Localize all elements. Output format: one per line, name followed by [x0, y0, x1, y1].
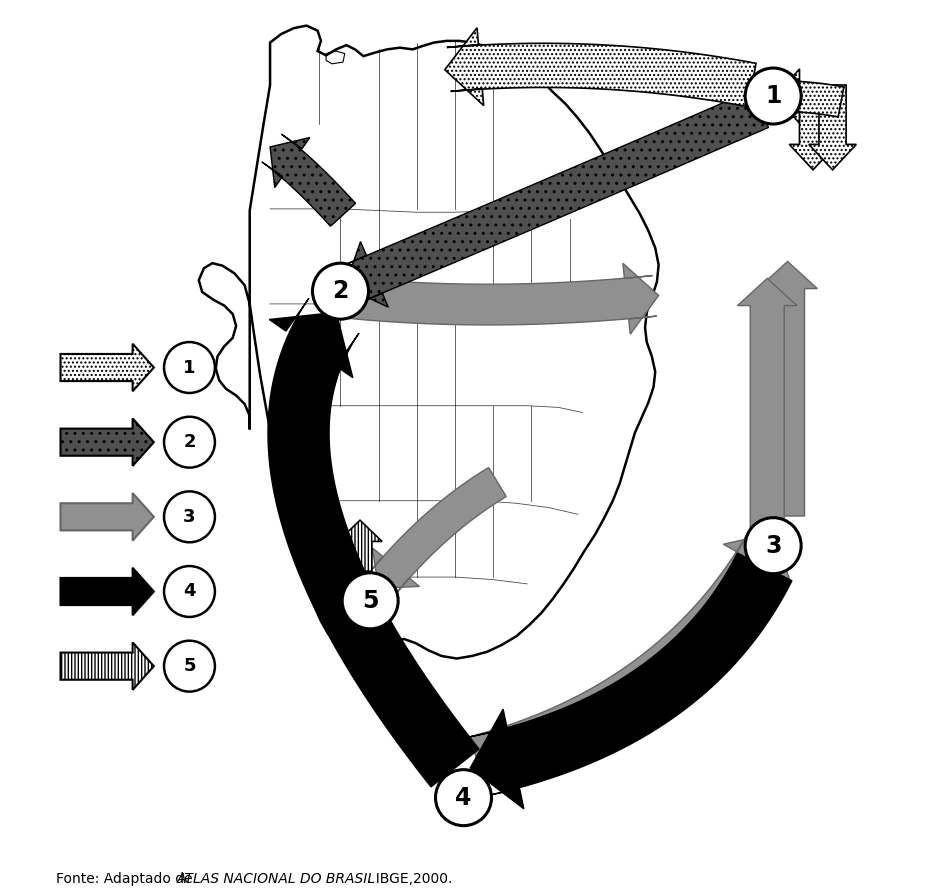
Circle shape	[164, 491, 215, 542]
Text: 4: 4	[184, 582, 196, 601]
Text: 1: 1	[184, 359, 196, 376]
Text: 4: 4	[455, 786, 472, 810]
Polygon shape	[262, 134, 356, 226]
Polygon shape	[347, 263, 658, 334]
Text: ATLAS NACIONAL DO BRASIL: ATLAS NACIONAL DO BRASIL	[177, 872, 375, 886]
Polygon shape	[776, 69, 844, 123]
Polygon shape	[342, 90, 768, 307]
Polygon shape	[60, 344, 154, 392]
Polygon shape	[758, 262, 818, 516]
Polygon shape	[60, 493, 154, 540]
Circle shape	[312, 263, 368, 320]
Text: 2: 2	[184, 433, 196, 451]
Polygon shape	[60, 418, 154, 466]
Polygon shape	[471, 527, 790, 779]
Polygon shape	[738, 279, 797, 533]
Circle shape	[745, 518, 801, 574]
Circle shape	[164, 566, 215, 617]
Circle shape	[745, 68, 801, 124]
Polygon shape	[445, 28, 756, 107]
Circle shape	[164, 417, 215, 467]
Text: 5: 5	[362, 589, 378, 613]
Polygon shape	[368, 467, 506, 595]
Circle shape	[164, 342, 215, 393]
Polygon shape	[468, 553, 792, 809]
Text: Fonte: Adaptado de: Fonte: Adaptado de	[57, 872, 197, 886]
Polygon shape	[60, 643, 154, 690]
Polygon shape	[789, 85, 837, 170]
Text: 1: 1	[765, 84, 781, 108]
Circle shape	[342, 573, 399, 629]
Polygon shape	[808, 85, 857, 170]
Text: 5: 5	[184, 657, 196, 676]
Polygon shape	[338, 521, 382, 571]
Circle shape	[164, 641, 215, 692]
Text: 3: 3	[765, 534, 781, 558]
Polygon shape	[349, 633, 392, 684]
Text: . IBGE,2000.: . IBGE,2000.	[367, 872, 452, 886]
Text: 3: 3	[184, 508, 196, 526]
Polygon shape	[268, 298, 479, 787]
Circle shape	[436, 770, 491, 826]
Text: 2: 2	[332, 279, 349, 303]
Polygon shape	[60, 568, 154, 615]
